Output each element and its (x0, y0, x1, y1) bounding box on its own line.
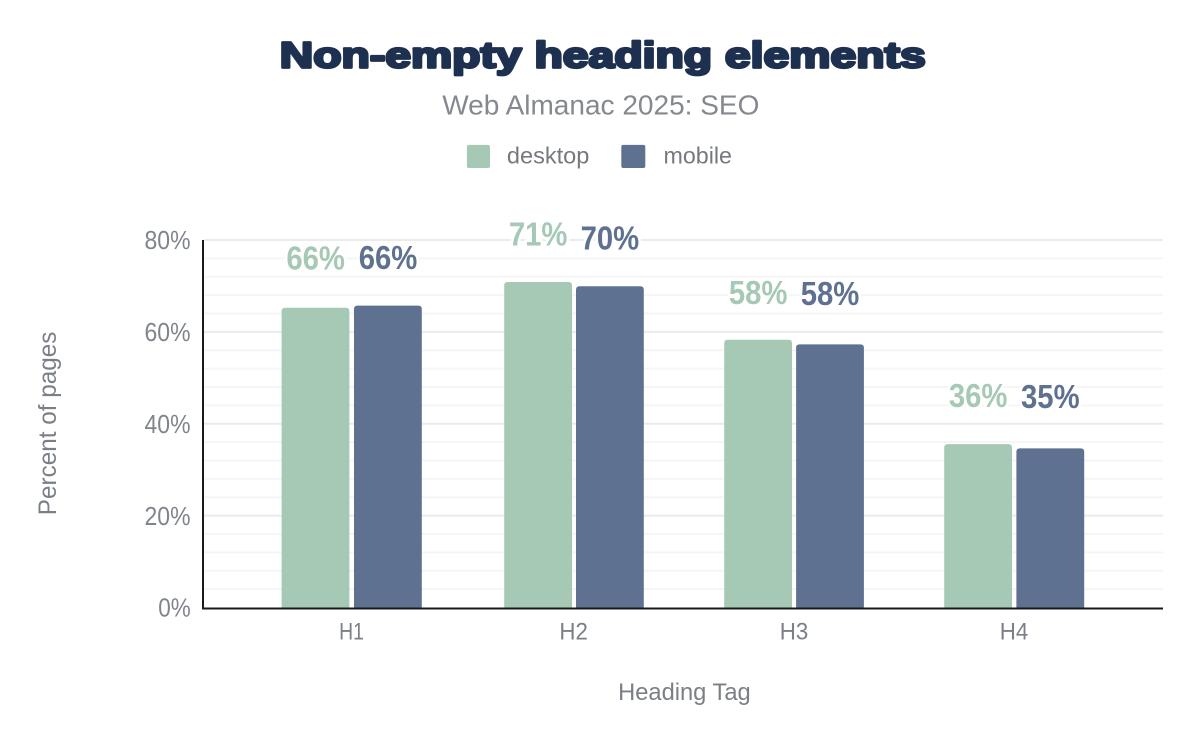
svg-text:80%: 80% (145, 227, 191, 255)
svg-text:Non-empty heading elements: Non-empty heading elements (280, 34, 926, 75)
svg-text:66%: 66% (286, 240, 345, 277)
svg-text:Web Almanac 2025: SEO: Web Almanac 2025: SEO (442, 90, 759, 121)
svg-text:desktop: desktop (507, 143, 589, 169)
svg-text:40%: 40% (145, 411, 191, 439)
svg-text:0%: 0% (158, 594, 190, 623)
svg-text:H2: H2 (559, 618, 587, 645)
svg-text:35%: 35% (1021, 378, 1080, 415)
svg-text:Percent of pages: Percent of pages (35, 332, 62, 516)
svg-text:60%: 60% (145, 319, 191, 347)
svg-text:H3: H3 (780, 618, 808, 645)
svg-text:71%: 71% (509, 216, 568, 253)
svg-text:Heading Tag: Heading Tag (618, 679, 751, 706)
svg-text:58%: 58% (801, 275, 860, 312)
svg-text:20%: 20% (145, 503, 191, 531)
svg-text:66%: 66% (359, 239, 418, 276)
svg-text:H1: H1 (339, 617, 364, 645)
svg-text:mobile: mobile (664, 143, 732, 169)
svg-text:36%: 36% (949, 377, 1008, 414)
svg-text:H4: H4 (1000, 618, 1029, 645)
svg-text:70%: 70% (581, 220, 640, 257)
svg-text:58%: 58% (729, 274, 788, 311)
